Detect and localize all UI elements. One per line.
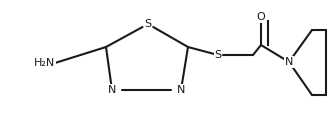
Text: H₂N: H₂N bbox=[34, 58, 55, 68]
Text: N: N bbox=[285, 57, 293, 67]
Text: N: N bbox=[108, 85, 116, 95]
Text: O: O bbox=[257, 12, 265, 22]
Text: S: S bbox=[144, 19, 152, 29]
Text: N: N bbox=[177, 85, 185, 95]
Text: S: S bbox=[214, 50, 221, 60]
